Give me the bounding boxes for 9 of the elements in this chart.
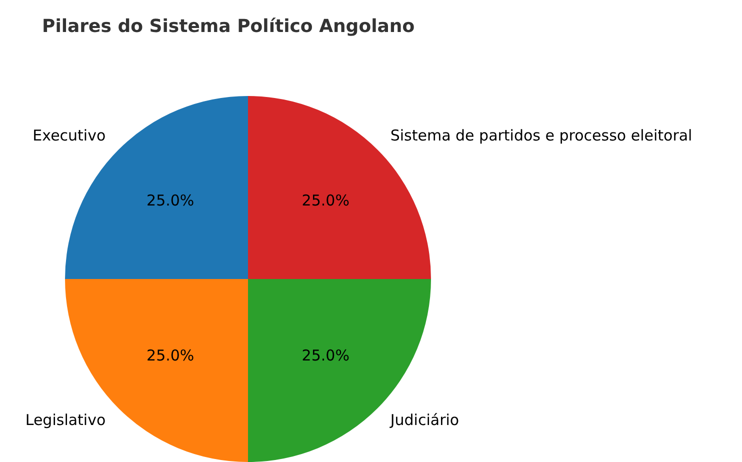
data-label: 25.0%: [146, 346, 194, 365]
slice-label: Legislativo: [25, 411, 106, 430]
slice-label: Sistema de partidos e processo eleitoral: [390, 126, 692, 145]
chart-title: Pilares do Sistema Político Angolano: [42, 16, 415, 37]
slice-label: Judiciário: [389, 411, 460, 430]
data-label: 25.0%: [146, 191, 194, 210]
data-label: 25.0%: [302, 191, 350, 210]
slice-label: Executivo: [32, 126, 106, 145]
data-label: 25.0%: [302, 346, 350, 365]
